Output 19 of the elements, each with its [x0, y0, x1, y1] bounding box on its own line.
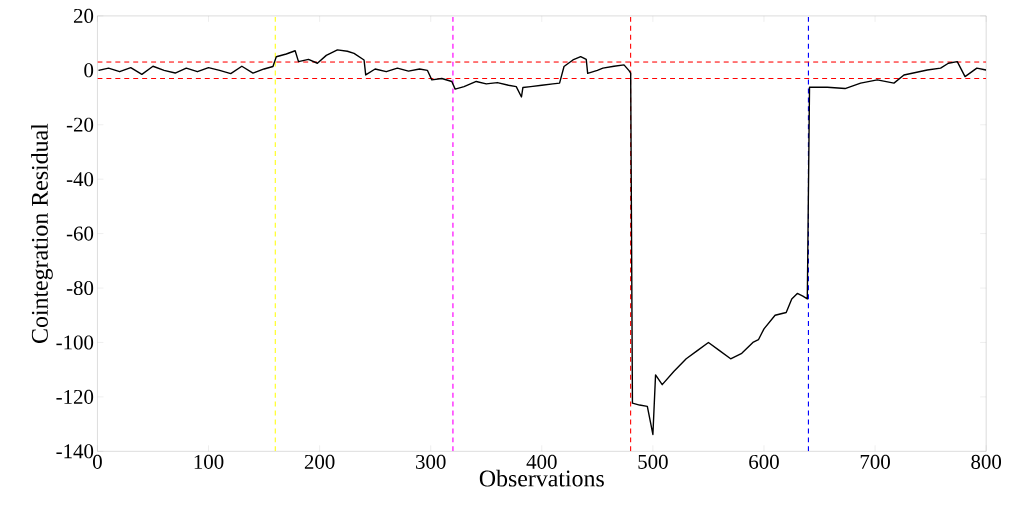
y-axis-title: Cointegration Residual — [31, 123, 53, 344]
x-tick-label: 200 — [304, 454, 335, 469]
y-tick-label: 0 — [84, 63, 94, 78]
x-tick-label: 400 — [526, 454, 557, 469]
y-tick-label: -40 — [66, 172, 94, 187]
y-tick-label: -60 — [66, 226, 94, 241]
x-tick-label: 800 — [971, 454, 1002, 469]
y-tick-label: -80 — [66, 281, 94, 296]
y-tick-label: -20 — [66, 117, 94, 132]
x-tick-label: 500 — [638, 454, 668, 469]
x-tick-label: 300 — [416, 454, 446, 469]
x-tick-label: 100 — [194, 454, 224, 469]
x-tick-label: 700 — [860, 454, 890, 469]
y-tick-label: -100 — [56, 335, 94, 350]
y-tick-label: -120 — [56, 389, 94, 404]
y-tick-label: 20 — [73, 8, 94, 23]
x-axis-title: Observations — [479, 469, 604, 487]
x-tick-label: 600 — [749, 454, 779, 469]
y-tick-label: -140 — [56, 444, 94, 459]
